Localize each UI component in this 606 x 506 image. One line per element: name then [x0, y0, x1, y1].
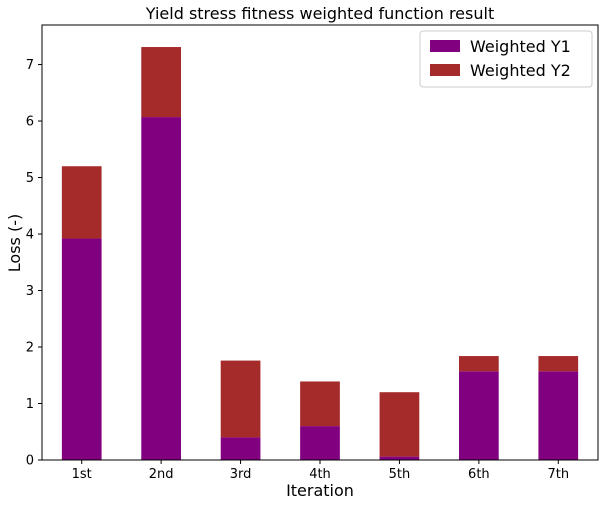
y-tick-label: 4 — [26, 228, 34, 243]
x-tick-label: 2nd — [149, 467, 174, 482]
bar-2-1st — [61, 166, 102, 239]
y-tick-label: 2 — [26, 341, 34, 356]
bar-1-3rd — [220, 437, 261, 460]
legend-label-1: Weighted Y1 — [470, 37, 571, 56]
legend: Weighted Y1 Weighted Y2 — [419, 30, 593, 88]
y-tick-label: 6 — [26, 115, 34, 130]
y-tick-label: 5 — [26, 171, 34, 186]
legend-box — [419, 30, 593, 88]
chart-title: Yield stress fitness weighted function r… — [145, 4, 494, 23]
y-tick-label: 0 — [26, 454, 34, 469]
y-tick-label: 3 — [26, 284, 34, 299]
x-tick-label: 7th — [547, 467, 569, 482]
x-tick-label: 3rd — [230, 467, 252, 482]
bar-1-2nd — [141, 117, 181, 461]
y-tick-label: 7 — [26, 58, 34, 73]
plot-area: 1st 2nd 3rd 4th 5th 6th 7th 0 1 2 3 4 5 6 7 — [26, 24, 599, 482]
x-tick-label: 6th — [468, 467, 490, 482]
bar-2-6th — [459, 356, 499, 372]
x-tick-label: 1st — [72, 467, 92, 482]
y-tick-label: 1 — [26, 397, 34, 412]
legend-swatch-2 — [430, 64, 460, 76]
x-tick-label: 4th — [309, 467, 331, 482]
bar-1-6th — [459, 371, 499, 460]
bar-1-4th — [300, 426, 340, 460]
bar-2-5th — [379, 392, 420, 457]
legend-label-2: Weighted Y2 — [470, 61, 571, 80]
x-axis-label: Iteration — [286, 481, 354, 500]
bar-2-3rd — [220, 360, 261, 438]
legend-swatch-1 — [430, 40, 460, 52]
bar-1-5th — [379, 456, 420, 460]
bar-2-2nd — [141, 47, 181, 118]
bar-1-1st — [61, 238, 102, 460]
y-axis-label: Loss (-) — [5, 214, 24, 272]
axes-frame — [41, 24, 599, 461]
x-tick-label: 5th — [389, 467, 411, 482]
bar-2-7th — [538, 356, 579, 372]
bar-1-7th — [538, 371, 579, 460]
bar-2-4th — [300, 381, 340, 427]
